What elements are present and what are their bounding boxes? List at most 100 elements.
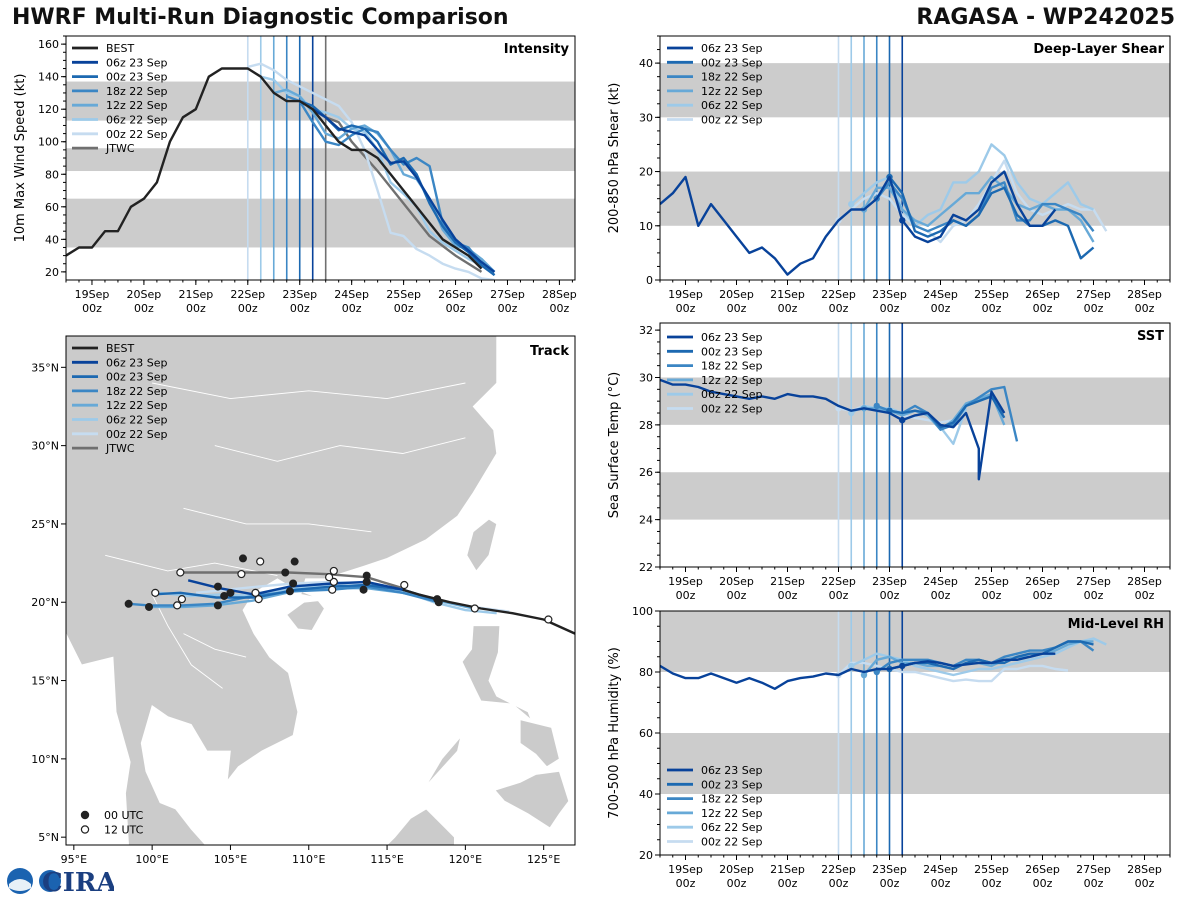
init-marker [873, 402, 880, 410]
y-axis-label: 10m Max Wind Speed (kt) [13, 74, 28, 243]
shaded-band [660, 63, 1170, 118]
legend-label: 00z 23 Sep [106, 71, 168, 84]
legend-label: 00z 22 Sep [701, 403, 763, 416]
series-line [66, 67, 483, 270]
x-tick-label: 27Sep [1076, 863, 1111, 876]
x-tick-label: 25Sep [974, 575, 1009, 588]
rh-panel: 2040608010019Sep00z20Sep00z21Sep00z22Sep… [607, 605, 1171, 890]
marker-00utc [281, 568, 290, 577]
y-tick-label: 100 [632, 605, 653, 618]
y-tick-label: 0 [646, 274, 653, 287]
y-tick-label: 10 [639, 220, 653, 233]
legend-label: 18z 22 Sep [701, 71, 763, 84]
marker-12utc [470, 604, 479, 613]
taiwan-island [466, 518, 498, 572]
x-tick-label: 00z [982, 877, 1002, 890]
series-line [660, 170, 1057, 276]
legend-label: 06z 23 Sep [701, 42, 763, 55]
x-tick-label: 125°E [527, 853, 560, 866]
x-tick-label: 00z [1033, 302, 1053, 315]
x-tick-label: 00z [829, 589, 849, 602]
x-tick-label: 00z [982, 302, 1002, 315]
x-tick-label: 00z [778, 877, 798, 890]
legend-label: 06z 22 Sep [701, 388, 763, 401]
legend-label: 06z 23 Sep [106, 56, 168, 69]
marker-00utc [290, 557, 299, 566]
y-tick-label: 60 [639, 727, 653, 740]
legend-label: 12z 22 Sep [106, 99, 168, 112]
x-tick-label: 26Sep [1025, 288, 1060, 301]
marker-12utc [544, 615, 553, 624]
y-tick-label: 28 [639, 419, 653, 432]
y-axis-label: 200-850 hPa Shear (kt) [607, 83, 622, 234]
init-marker [899, 217, 906, 224]
x-tick-label: 00z [727, 589, 747, 602]
y-axis-label: 700-500 hPa Humidity (%) [607, 647, 622, 819]
sst-panel: 22242628303219Sep00z20Sep00z21Sep00z22Se… [607, 322, 1171, 602]
series-line [312, 108, 496, 273]
marker-12utc [177, 595, 186, 604]
shaded-band [66, 148, 575, 172]
x-tick-label: 00z [880, 877, 900, 890]
province-border [151, 594, 223, 689]
legend-label: 12z 22 Sep [106, 399, 168, 412]
y-tick-label: 160 [38, 38, 59, 51]
x-tick-label: 28Sep [1127, 863, 1162, 876]
legend-label: JTWC [105, 142, 135, 155]
marker-00utc [124, 599, 133, 608]
x-tick-label: 28Sep [1127, 288, 1162, 301]
x-tick-label: 00z [727, 877, 747, 890]
x-tick-label: 00z [550, 302, 570, 315]
luzon-island [461, 625, 532, 721]
x-tick-label: 20Sep [719, 288, 754, 301]
legend-label: 18z 22 Sep [701, 793, 763, 806]
series-line [660, 378, 1006, 481]
x-tick-label: 00z [342, 302, 362, 315]
x-tick-label: 00z [880, 302, 900, 315]
figure-title: HWRF Multi-Run Diagnostic Comparison [12, 5, 509, 30]
marker-12utc [251, 588, 260, 597]
x-tick-label: 19Sep [75, 288, 110, 301]
y-tick-label: 120 [38, 103, 59, 116]
y-tick-label: 24 [639, 514, 653, 527]
x-tick-label: 21Sep [770, 575, 805, 588]
y-tick-label: 5°N [38, 831, 59, 844]
track-line [402, 588, 575, 635]
x-tick-label: 22Sep [821, 863, 856, 876]
x-tick-label: 24Sep [923, 288, 958, 301]
y-tick-label: 20 [639, 849, 653, 862]
track-panel: 95°E 100°E 105°E 110°E 115°E 120°E 125°E 5°N 10°… [31, 335, 576, 866]
legend-label: 06z 22 Sep [701, 99, 763, 112]
x-tick-label: 19Sep [668, 288, 703, 301]
panel-title: Track [530, 344, 569, 359]
init-marker [899, 416, 906, 424]
y-tick-label: 30 [639, 111, 653, 124]
x-tick-label: 00z [1135, 589, 1155, 602]
marker-12utc [325, 573, 334, 582]
y-tick-label: 30 [639, 371, 653, 384]
x-tick-label: 115°E [370, 853, 403, 866]
y-tick-label: 80 [45, 168, 59, 181]
marker-00utc [213, 601, 222, 610]
province-border [105, 554, 278, 577]
noaa-wave-icon [9, 879, 31, 891]
x-tick-label: 21Sep [178, 288, 213, 301]
y-tick-label: 25°N [31, 518, 59, 531]
legend-label: 12z 22 Sep [701, 807, 763, 820]
x-tick-label: 26Sep [438, 288, 473, 301]
y-tick-label: 140 [38, 71, 59, 84]
x-tick-label: 27Sep [1076, 288, 1111, 301]
legend-label: 00z 23 Sep [701, 778, 763, 791]
plot-area [660, 323, 1170, 567]
map-area [66, 336, 575, 845]
marker-legend-symbol [80, 825, 90, 834]
x-tick-label: 00z [778, 302, 798, 315]
plot-area [66, 36, 575, 280]
series-line [247, 62, 495, 280]
x-tick-label: 00z [880, 589, 900, 602]
shaded-band [660, 171, 1170, 226]
legend-label: BEST [106, 342, 134, 355]
x-tick-label: 26Sep [1025, 575, 1060, 588]
init-marker [848, 662, 855, 670]
x-tick-label: 00z [238, 302, 258, 315]
